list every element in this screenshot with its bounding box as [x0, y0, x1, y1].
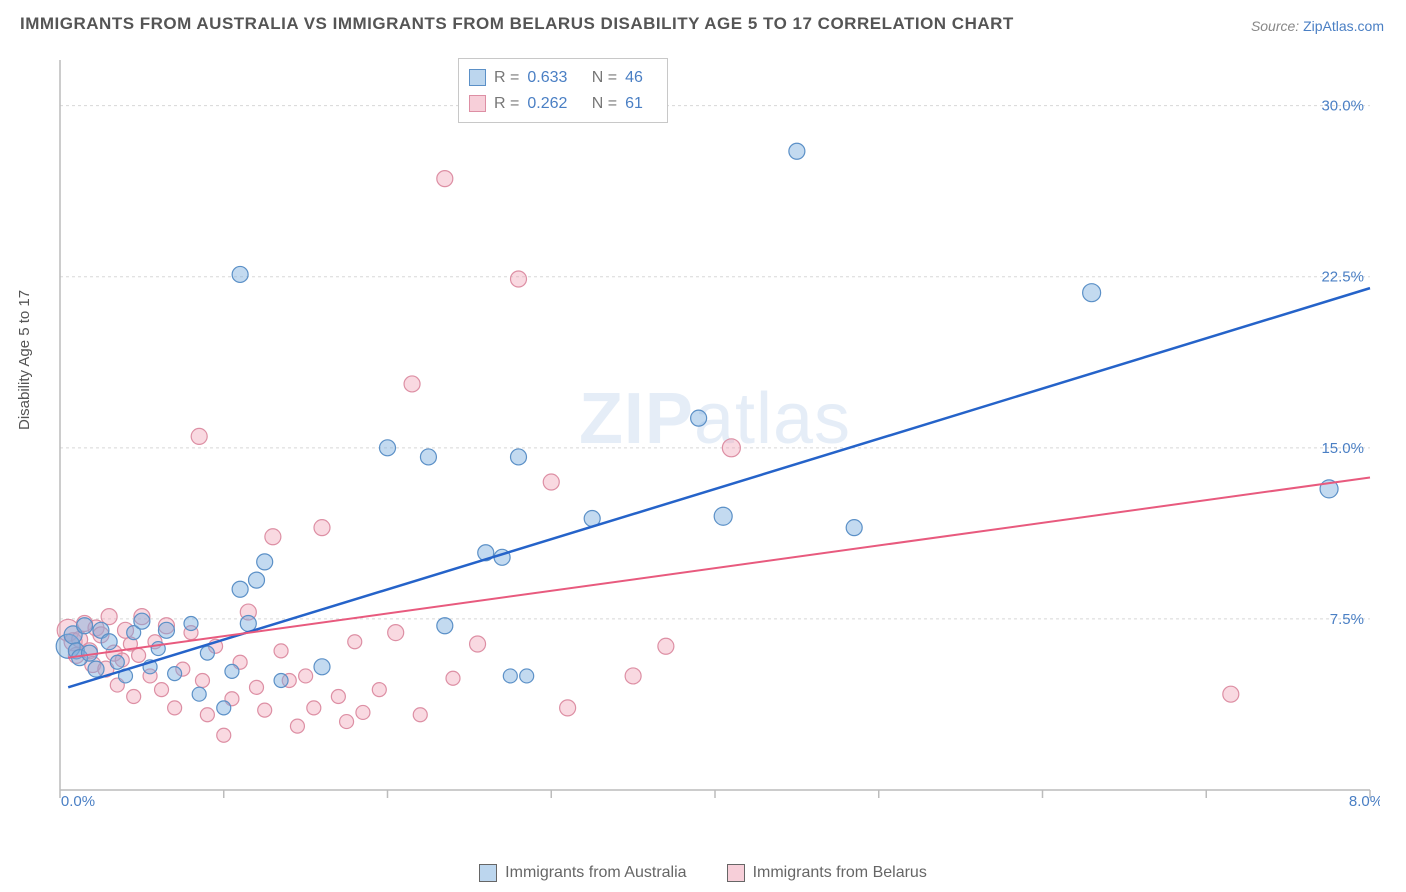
- legend-item-australia: Immigrants from Australia: [479, 864, 686, 882]
- data-point-belarus: [307, 701, 321, 715]
- data-point-australia: [232, 266, 248, 282]
- data-point-australia: [168, 667, 182, 681]
- data-point-australia: [257, 554, 273, 570]
- stats-r-value: 0.262: [527, 91, 579, 117]
- data-point-belarus: [470, 636, 486, 652]
- data-point-belarus: [155, 683, 169, 697]
- swatch-blue-icon: [469, 69, 486, 86]
- data-point-belarus: [437, 171, 453, 187]
- data-point-belarus: [290, 719, 304, 733]
- stats-n-label: N =: [587, 65, 617, 91]
- source-link[interactable]: ZipAtlas.com: [1303, 18, 1384, 34]
- data-point-australia: [101, 634, 117, 650]
- data-point-belarus: [348, 635, 362, 649]
- data-point-australia: [1083, 284, 1101, 302]
- data-point-australia: [314, 659, 330, 675]
- data-point-australia: [437, 618, 453, 634]
- data-point-australia: [511, 449, 527, 465]
- data-point-australia: [77, 618, 93, 634]
- data-point-belarus: [250, 680, 264, 694]
- svg-text:7.5%: 7.5%: [1330, 611, 1364, 628]
- data-point-australia: [192, 687, 206, 701]
- data-point-australia: [158, 622, 174, 638]
- svg-text:ZIPatlas: ZIPatlas: [579, 379, 851, 459]
- data-point-belarus: [195, 674, 209, 688]
- swatch-blue-icon: [479, 864, 497, 882]
- stats-row-belarus: R = 0.262 N = 61: [469, 91, 653, 117]
- data-point-belarus: [258, 703, 272, 717]
- svg-text:15.0%: 15.0%: [1321, 440, 1364, 457]
- data-point-belarus: [168, 701, 182, 715]
- stats-r-value: 0.633: [527, 65, 579, 91]
- source-credit: Source: ZipAtlas.com: [1251, 18, 1384, 34]
- data-point-belarus: [191, 428, 207, 444]
- legend-label: Immigrants from Belarus: [753, 864, 927, 882]
- data-point-belarus: [217, 728, 231, 742]
- y-axis-label: Disability Age 5 to 17: [16, 290, 33, 430]
- swatch-pink-icon: [727, 864, 745, 882]
- data-point-belarus: [356, 705, 370, 719]
- stats-n-value: 46: [625, 65, 653, 91]
- stats-r-label: R =: [494, 65, 519, 91]
- legend-label: Immigrants from Australia: [505, 864, 686, 882]
- data-point-belarus: [658, 638, 674, 654]
- stats-n-label: N =: [587, 91, 617, 117]
- source-label: Source:: [1251, 18, 1299, 34]
- data-point-australia: [420, 449, 436, 465]
- data-point-australia: [503, 669, 517, 683]
- chart-area: 7.5% 15.0% 22.5% 30.0% ZIPatlas 0.0% 8.0%: [50, 50, 1380, 810]
- data-point-belarus: [722, 439, 740, 457]
- data-point-australia: [184, 616, 198, 630]
- data-point-australia: [691, 410, 707, 426]
- data-point-belarus: [299, 669, 313, 683]
- data-point-australia: [714, 507, 732, 525]
- stats-row-australia: R = 0.633 N = 46: [469, 65, 653, 91]
- data-point-australia: [274, 674, 288, 688]
- data-point-belarus: [200, 708, 214, 722]
- trend-line-australia: [68, 288, 1370, 687]
- svg-text:8.0%: 8.0%: [1349, 793, 1380, 810]
- data-point-belarus: [314, 520, 330, 536]
- data-point-australia: [789, 143, 805, 159]
- stats-n-value: 61: [625, 91, 653, 117]
- correlation-stats-box: R = 0.633 N = 46 R = 0.262 N = 61: [458, 58, 668, 123]
- data-point-australia: [217, 701, 231, 715]
- data-point-australia: [200, 646, 214, 660]
- data-point-belarus: [274, 644, 288, 658]
- svg-text:30.0%: 30.0%: [1321, 98, 1364, 115]
- bottom-legend: Immigrants from Australia Immigrants fro…: [0, 864, 1406, 882]
- data-point-belarus: [372, 683, 386, 697]
- data-point-belarus: [331, 689, 345, 703]
- stats-r-label: R =: [494, 91, 519, 117]
- data-point-australia: [846, 520, 862, 536]
- data-point-belarus: [388, 625, 404, 641]
- data-point-australia: [520, 669, 534, 683]
- svg-text:22.5%: 22.5%: [1321, 269, 1364, 286]
- data-point-australia: [88, 661, 104, 677]
- data-point-belarus: [265, 529, 281, 545]
- data-point-belarus: [413, 708, 427, 722]
- data-point-australia: [110, 655, 124, 669]
- scatter-chart-svg: 7.5% 15.0% 22.5% 30.0% ZIPatlas 0.0% 8.0%: [50, 50, 1380, 810]
- data-point-belarus: [404, 376, 420, 392]
- data-point-belarus: [560, 700, 576, 716]
- data-point-australia: [249, 572, 265, 588]
- swatch-pink-icon: [469, 95, 486, 112]
- data-point-belarus: [543, 474, 559, 490]
- data-point-australia: [225, 664, 239, 678]
- svg-text:0.0%: 0.0%: [61, 793, 95, 810]
- data-point-belarus: [446, 671, 460, 685]
- data-point-belarus: [127, 689, 141, 703]
- data-point-australia: [240, 615, 256, 631]
- chart-title: IMMIGRANTS FROM AUSTRALIA VS IMMIGRANTS …: [20, 14, 1014, 34]
- data-point-australia: [232, 581, 248, 597]
- data-point-belarus: [132, 648, 146, 662]
- legend-item-belarus: Immigrants from Belarus: [727, 864, 927, 882]
- data-point-belarus: [1223, 686, 1239, 702]
- data-point-belarus: [511, 271, 527, 287]
- data-point-belarus: [625, 668, 641, 684]
- data-point-belarus: [340, 715, 354, 729]
- data-point-australia: [134, 613, 150, 629]
- data-point-australia: [380, 440, 396, 456]
